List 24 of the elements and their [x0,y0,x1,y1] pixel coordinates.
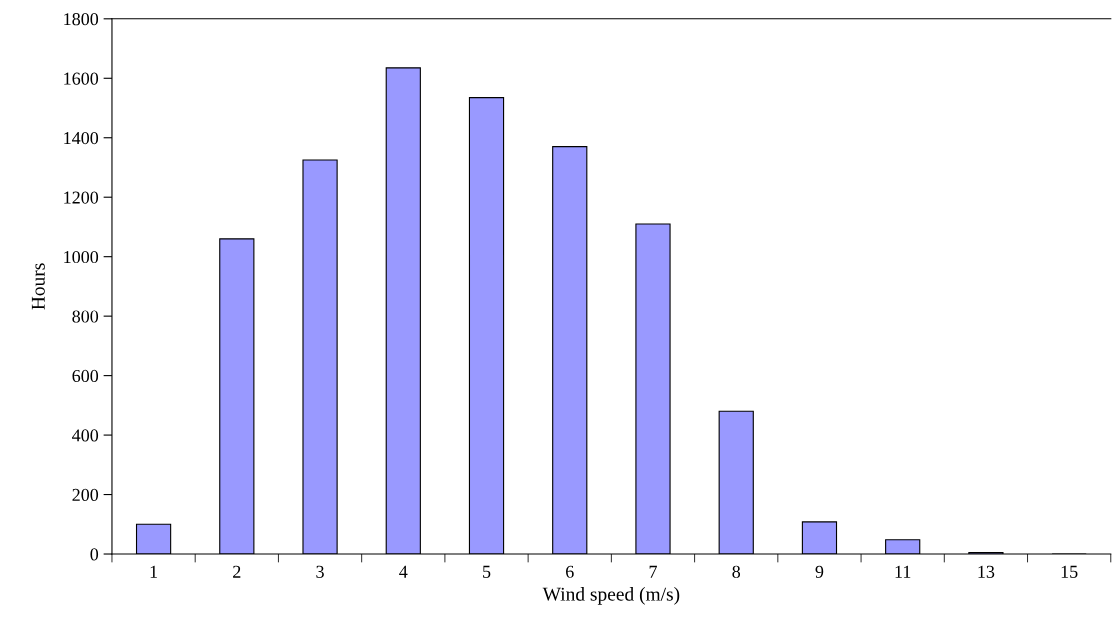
y-tick-label: 1600 [64,72,99,85]
x-tick-label: 6 [566,565,574,578]
x-tick-label: 7 [649,565,657,578]
y-tick-label: 1400 [64,132,99,145]
y-tick-label: 400 [72,429,99,442]
y-tick-label: 800 [72,310,99,323]
x-tick-label: 11 [895,565,911,578]
x-tick-label: 13 [978,565,995,578]
y-tick-label: 200 [72,488,99,501]
y-tick-label: 0 [90,548,99,561]
y-tick-label: 1200 [64,191,99,204]
y-tick-label: 1800 [64,13,99,26]
y-tick-label: 1000 [64,250,99,264]
x-tick-label: 8 [732,565,741,578]
x-tick-label: 15 [1061,565,1078,578]
x-axis-title: Wind speed (m/s) [542,587,680,605]
y-tick-label: 600 [72,369,99,383]
x-tick-label: 5 [483,565,491,578]
x-tick-label: 4 [399,565,408,578]
x-tick-label: 2 [233,565,241,578]
x-tick-label: 1 [150,565,158,578]
x-tick-label: 9 [815,565,824,578]
x-tick-label: 3 [316,565,324,578]
y-axis-title: Hours [31,263,45,310]
